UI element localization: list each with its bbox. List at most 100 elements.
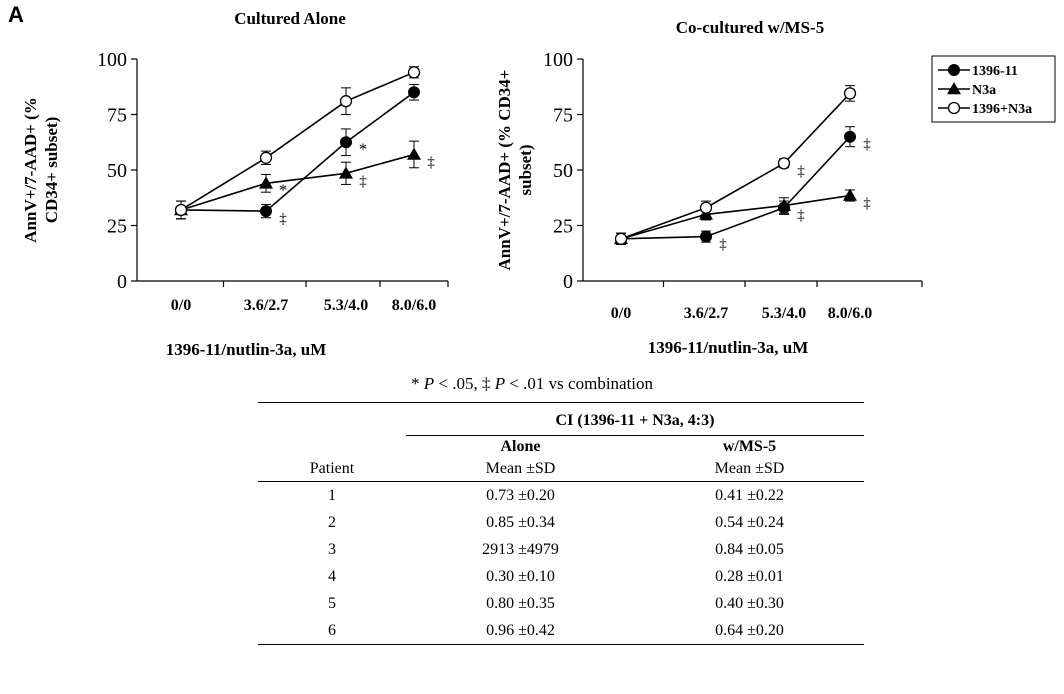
legend-entry: 1396+N3a xyxy=(938,101,1032,117)
significance-mark: * xyxy=(279,180,288,199)
filled-circle-icon xyxy=(948,64,960,76)
table-col-alone: Alone xyxy=(500,437,541,455)
table-top-rule xyxy=(258,402,864,407)
significance-mark: ‡ xyxy=(359,173,367,189)
table-group-header-row: CI (1396-11 + N3a, 4:3) xyxy=(258,407,864,436)
significance-mark: ‡ xyxy=(427,154,435,170)
series-1396-n3a xyxy=(174,66,421,220)
table-group-header: CI (1396-11 + N3a, 4:3) xyxy=(406,407,864,436)
table-cell-patient: 5 xyxy=(328,594,336,612)
footnote-text1: < .05, ‡ xyxy=(434,374,495,393)
y-tick-label: 25 xyxy=(553,216,573,238)
series-1396-11 xyxy=(615,126,856,245)
y-tick-label: 0 xyxy=(117,271,127,293)
legend-label: N3a xyxy=(972,83,996,98)
y-tick-label: 75 xyxy=(553,105,573,127)
table-row: 3 2913 ±4979 0.84 ±0.05 xyxy=(258,536,864,563)
y-tick-label: 0 xyxy=(563,271,573,293)
table-cell-alone: 2913 ±4979 xyxy=(482,540,559,558)
x-tick-label: 0/0 xyxy=(611,305,631,322)
table-cell-patient: 3 xyxy=(328,540,336,558)
table-cell-patient: 2 xyxy=(328,513,336,531)
series-line xyxy=(180,71,415,211)
chart-title: Cultured Alone xyxy=(234,9,346,28)
y-axis-label: AnnV+/7-AAD+ (% CD34+ subset) xyxy=(495,70,535,271)
footnote-p2: P xyxy=(494,374,506,393)
footnote-star: * xyxy=(410,374,420,393)
table-cell-ms5: 0.84 ±0.05 xyxy=(715,540,784,558)
data-point xyxy=(407,147,421,160)
data-point xyxy=(407,66,421,79)
data-point xyxy=(339,95,353,108)
table-cell-patient: 1 xyxy=(328,486,336,504)
data-point xyxy=(700,230,712,243)
x-tick-label: 5.3/4.0 xyxy=(762,305,806,322)
y-tick-label: 50 xyxy=(553,160,573,182)
figure-charts: Cultured Alone 0 25 50 75 100 0/0 3.6/2.7 5.3/4.… xyxy=(21,9,1056,359)
x-tick-label: 3.6/2.7 xyxy=(684,305,728,322)
series-line xyxy=(620,92,851,240)
x-tick-label: 8.0/6.0 xyxy=(828,305,872,322)
y-axis-label: AnnV+/7-AAD+ (% CD34+ subset) xyxy=(21,97,61,242)
data-point xyxy=(340,136,352,149)
data-point xyxy=(174,203,188,217)
significance-mark: ‡ xyxy=(863,196,871,212)
table-row: 2 0.85 ±0.34 0.54 ±0.24 xyxy=(258,509,864,536)
series-line xyxy=(180,91,415,212)
y-tick-label: 50 xyxy=(107,160,127,182)
data-point xyxy=(777,198,791,211)
table-cell-patient: 6 xyxy=(328,621,336,639)
open-circle-icon xyxy=(947,101,961,115)
table-row: 5 0.80 ±0.35 0.40 ±0.30 xyxy=(258,590,864,617)
table-cell-alone: 0.85 ±0.34 xyxy=(486,513,555,531)
data-point xyxy=(339,166,353,179)
table-cell-patient: 4 xyxy=(328,567,336,585)
table-row: 4 0.30 ±0.10 0.28 ±0.01 xyxy=(258,563,864,590)
significance-mark: ‡ xyxy=(797,163,805,179)
series-line xyxy=(620,194,851,240)
x-tick-label: 8.0/6.0 xyxy=(392,297,436,314)
table-cell-alone: 0.96 ±0.42 xyxy=(486,621,555,639)
data-point xyxy=(259,176,273,189)
table-subheader-row: Patient Mean ±SD Mean ±SD xyxy=(258,457,864,482)
legend-label: 1396-11 xyxy=(972,64,1018,79)
table-cell-ms5: 0.54 ±0.24 xyxy=(715,513,784,531)
legend: 1396-11 N3a 1396+N3a xyxy=(931,55,1056,123)
table-cell-alone: 0.30 ±0.10 xyxy=(486,567,555,585)
x-tick-label: 0/0 xyxy=(171,297,191,314)
table-sub-ms5: Mean ±SD xyxy=(635,457,864,482)
legend-label: 1396+N3a xyxy=(972,102,1032,117)
significance-mark: * xyxy=(359,139,368,158)
footnote-p1: P xyxy=(423,374,435,393)
data-point xyxy=(408,86,420,99)
footnote: * P < .05, ‡ P < .01 vs combination xyxy=(0,374,1064,394)
chart-co-cultured: Co-cultured w/MS-5 0 25 50 75 100 0/0 3.6/2.7 5.… xyxy=(495,18,923,357)
table-cell-ms5: 0.64 ±0.20 xyxy=(715,621,784,639)
significance-mark: ‡ xyxy=(797,208,805,224)
table-cell-ms5: 0.40 ±0.30 xyxy=(715,594,784,612)
x-tick-label: 5.3/4.0 xyxy=(324,297,368,314)
data-point xyxy=(777,157,791,170)
footnote-text2: < .01 vs combination xyxy=(505,374,654,393)
data-point xyxy=(843,87,857,100)
x-tick-label: 3.6/2.7 xyxy=(244,297,288,314)
table-col-ms5: w/MS-5 xyxy=(722,437,777,455)
data-point xyxy=(843,188,857,201)
legend-entry: 1396-11 xyxy=(938,64,1018,79)
series-line xyxy=(620,136,851,240)
significance-mark: ‡ xyxy=(719,237,727,253)
series-n3a xyxy=(174,140,421,220)
table-sub-alone: Mean ±SD xyxy=(406,457,635,482)
table-header-row: Alone w/MS-5 xyxy=(258,436,864,458)
table-row: 1 0.73 ±0.20 0.41 ±0.22 xyxy=(258,482,864,510)
table-bottom-rule xyxy=(258,644,864,647)
x-axis-label: 1396-11/nutlin-3a, uM xyxy=(166,340,327,359)
series-line xyxy=(180,153,415,211)
chart-cultured-alone: Cultured Alone 0 25 50 75 100 0/0 3.6/2.7 5.3/4.… xyxy=(21,9,449,359)
table-cell-alone: 0.80 ±0.35 xyxy=(486,594,555,612)
table-col-patient: Patient xyxy=(258,457,406,482)
y-tick-label: 100 xyxy=(97,49,127,71)
y-tick-label: 25 xyxy=(107,216,127,238)
legend-entry: N3a xyxy=(938,82,996,98)
table-cell-alone: 0.73 ±0.20 xyxy=(486,486,555,504)
